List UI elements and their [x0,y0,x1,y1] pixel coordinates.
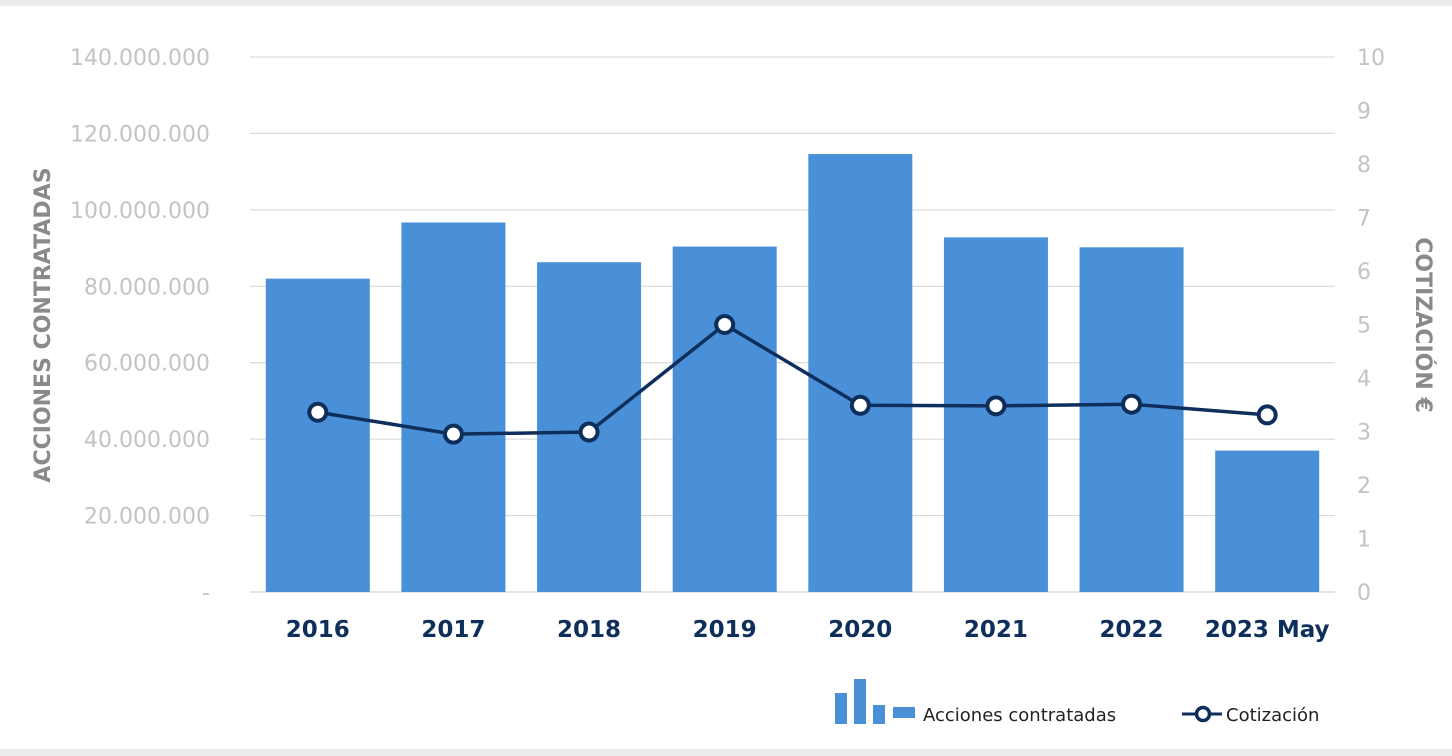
y-tick-label: 60.000.000 [84,352,210,377]
bar [672,246,777,593]
legend-bar-label: Acciones contratadas [923,705,1116,726]
y2-tick-label: 10 [1357,46,1385,71]
line-point [1121,393,1143,415]
line-point [714,314,736,335]
y2-tick-label: 5 [1357,314,1371,339]
bar [808,154,913,593]
line-point [849,394,871,416]
bars [265,154,1320,593]
y-tick-label: 40.000.000 [84,428,210,453]
legend: Acciones contratadas Cotización [835,679,1319,726]
legend-bar-swatch [893,707,915,718]
y-tick-label: 80.000.000 [84,275,210,300]
line-point [442,423,464,445]
y-tick-label: 140.000.000 [70,46,210,71]
y2-tick-label: 1 [1357,528,1371,553]
line-point [307,401,329,423]
y-tick-label: 120.000.000 [70,122,210,147]
right-axis-title: COTIZACIÓN € [1410,237,1436,412]
legend-bar-chart-icon [835,679,885,724]
x-tick-label: 2022 [1100,617,1164,643]
bar [401,222,506,593]
line-point [985,395,1007,417]
x-tick-label: 2019 [693,617,757,643]
cotizacion-line [317,322,1268,436]
left-axis-title: ACCIONES CONTRATADAS [31,167,56,482]
y-tick-label: 20.000.000 [84,505,210,530]
y2-tick-label: 2 [1357,474,1371,499]
bar [1215,450,1320,592]
y2-tick-label: 7 [1357,207,1371,232]
bar [265,278,370,592]
x-tick-label: 2016 [286,617,350,643]
bar [1079,247,1184,593]
left-axis-ticks: - 20.000.000 40.000.000 60.000.000 80.000.00… [70,46,210,606]
y2-tick-label: 3 [1357,421,1371,446]
legend-line-swatch [1182,705,1222,723]
x-tick-label: 2021 [964,617,1028,643]
x-axis-ticks: 2016 2017 2018 2019 2020 2021 2022 2023 May [286,617,1330,643]
y2-tick-label: 9 [1357,100,1371,125]
right-axis-ticks: 0 1 2 3 4 5 6 7 8 9 10 [1357,46,1385,606]
y2-tick-label: 8 [1357,153,1371,178]
y-tick-label: - [202,581,210,606]
x-tick-label: 2018 [557,617,621,643]
line-series [307,314,1278,445]
y2-tick-label: 4 [1357,367,1371,392]
y-tick-label: 100.000.000 [70,199,210,224]
top-rule [0,0,1452,6]
legend-line-label: Cotización [1226,705,1319,726]
x-tick-label: 2017 [421,617,485,643]
bottom-rule [0,749,1452,756]
x-tick-label: 2020 [828,617,892,643]
y2-tick-label: 6 [1357,260,1371,285]
y2-tick-label: 0 [1357,581,1371,606]
line-point [1256,404,1278,426]
x-tick-label: 2023 May [1205,617,1330,643]
line-point [578,421,600,443]
